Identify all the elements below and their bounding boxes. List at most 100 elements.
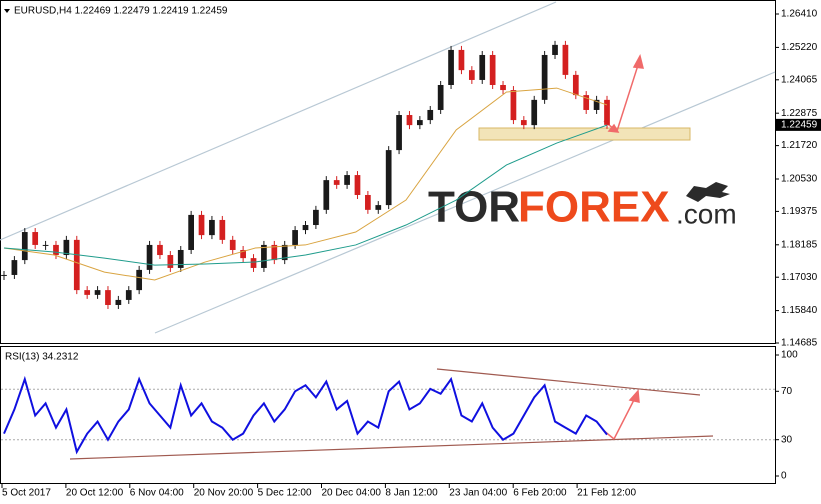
candle [302, 225, 309, 231]
candle [604, 99, 610, 125]
support-zone [478, 127, 691, 141]
last-price-box [776, 118, 821, 131]
candle [520, 120, 527, 126]
candle [458, 49, 465, 71]
x-tick-label: 6 Nov 04:00 [130, 488, 184, 499]
bull-icon [686, 182, 730, 202]
candle [417, 120, 423, 126]
candle [531, 99, 538, 126]
x-tick-label: 23 Jan 04:00 [449, 488, 507, 499]
candle [354, 175, 361, 195]
x-tick-label: 6 Feb 20:00 [513, 488, 567, 499]
candle [292, 230, 298, 245]
candle [240, 249, 246, 259]
candle [209, 219, 215, 236]
rsi-title: RSI(13) 34.2312 [5, 352, 79, 363]
candle [541, 54, 548, 100]
y-tick-label: 1.19375 [781, 206, 818, 217]
candle [572, 74, 579, 96]
y-tick-label: 1.21720 [781, 140, 818, 151]
watermark-text: FOREX [518, 183, 670, 232]
candle [468, 70, 475, 80]
x-tick-label: 5 Oct 2017 [2, 488, 51, 499]
candle [167, 255, 174, 268]
candle [198, 214, 205, 236]
candle [396, 115, 402, 151]
candle [427, 109, 434, 121]
candle [32, 232, 39, 245]
arrow-head [607, 123, 620, 133]
candle [323, 180, 330, 210]
candle [344, 175, 350, 185]
candle [552, 44, 558, 55]
candle [1, 274, 7, 276]
candle [406, 115, 413, 126]
y-tick-label: 1.20530 [781, 174, 818, 185]
y-tick-label: 100 [781, 350, 798, 361]
candle [385, 150, 392, 206]
rsi-pane [0, 346, 776, 484]
arrow [616, 61, 640, 132]
watermark: TOR FOREX .com [428, 182, 737, 232]
moving-average [3, 124, 608, 266]
candle [73, 239, 80, 291]
y-tick-label: 0 [781, 471, 787, 482]
moving-average [3, 87, 608, 281]
candle [365, 194, 371, 210]
candle [11, 260, 18, 275]
trend-line [436, 368, 701, 396]
candle [53, 244, 59, 256]
candle [177, 249, 184, 268]
candle [146, 244, 153, 270]
candle [281, 244, 288, 261]
y-tick-label: 1.26410 [781, 9, 818, 20]
arrow-head [628, 389, 640, 403]
candle [21, 232, 28, 261]
x-tick-label: 20 Oct 12:00 [66, 488, 124, 499]
candle [489, 54, 496, 85]
price-pane [0, 0, 776, 344]
header-icon [4, 9, 10, 13]
y-tick-label: 1.15840 [781, 305, 818, 316]
candle [479, 54, 486, 80]
y-tick-label: 70 [781, 386, 793, 397]
channel-line [154, 71, 776, 334]
watermark-text: .com [676, 198, 737, 229]
candle [105, 290, 111, 305]
candle [437, 84, 444, 110]
candle [157, 244, 163, 256]
candle [333, 180, 340, 185]
candle [94, 290, 101, 295]
candle [510, 90, 517, 121]
chart-title: EURUSD,H4 1.22469 1.22479 1.22419 1.2245… [14, 6, 228, 17]
x-tick-label: 5 Dec 12:00 [258, 488, 312, 499]
candle [136, 269, 143, 291]
forecast-arrows [602, 53, 644, 440]
arrow-head [632, 53, 644, 69]
y-tick-label: 1.18185 [781, 239, 818, 250]
candle [84, 290, 91, 295]
channel-line [0, 1, 557, 241]
candle [188, 214, 194, 250]
candle [562, 44, 569, 75]
candle [42, 244, 49, 246]
arrow [613, 395, 637, 440]
y-tick-label: 1.17030 [781, 272, 818, 283]
trend-line [69, 435, 714, 460]
candle [271, 244, 278, 261]
candle [375, 205, 382, 210]
y-tick-label: 1.24065 [781, 74, 818, 85]
y-tick-label: 1.14685 [781, 338, 818, 349]
candle [63, 239, 70, 256]
candle [229, 239, 236, 250]
candle [219, 219, 226, 240]
watermark-text: TOR [428, 183, 520, 232]
candle [125, 290, 132, 300]
candle [313, 209, 319, 226]
candle [448, 49, 454, 85]
last-price-label: 1.22459 [781, 120, 818, 131]
candle [593, 99, 600, 110]
x-tick-label: 21 Feb 12:00 [577, 488, 636, 499]
y-tick-label: 30 [781, 434, 793, 445]
